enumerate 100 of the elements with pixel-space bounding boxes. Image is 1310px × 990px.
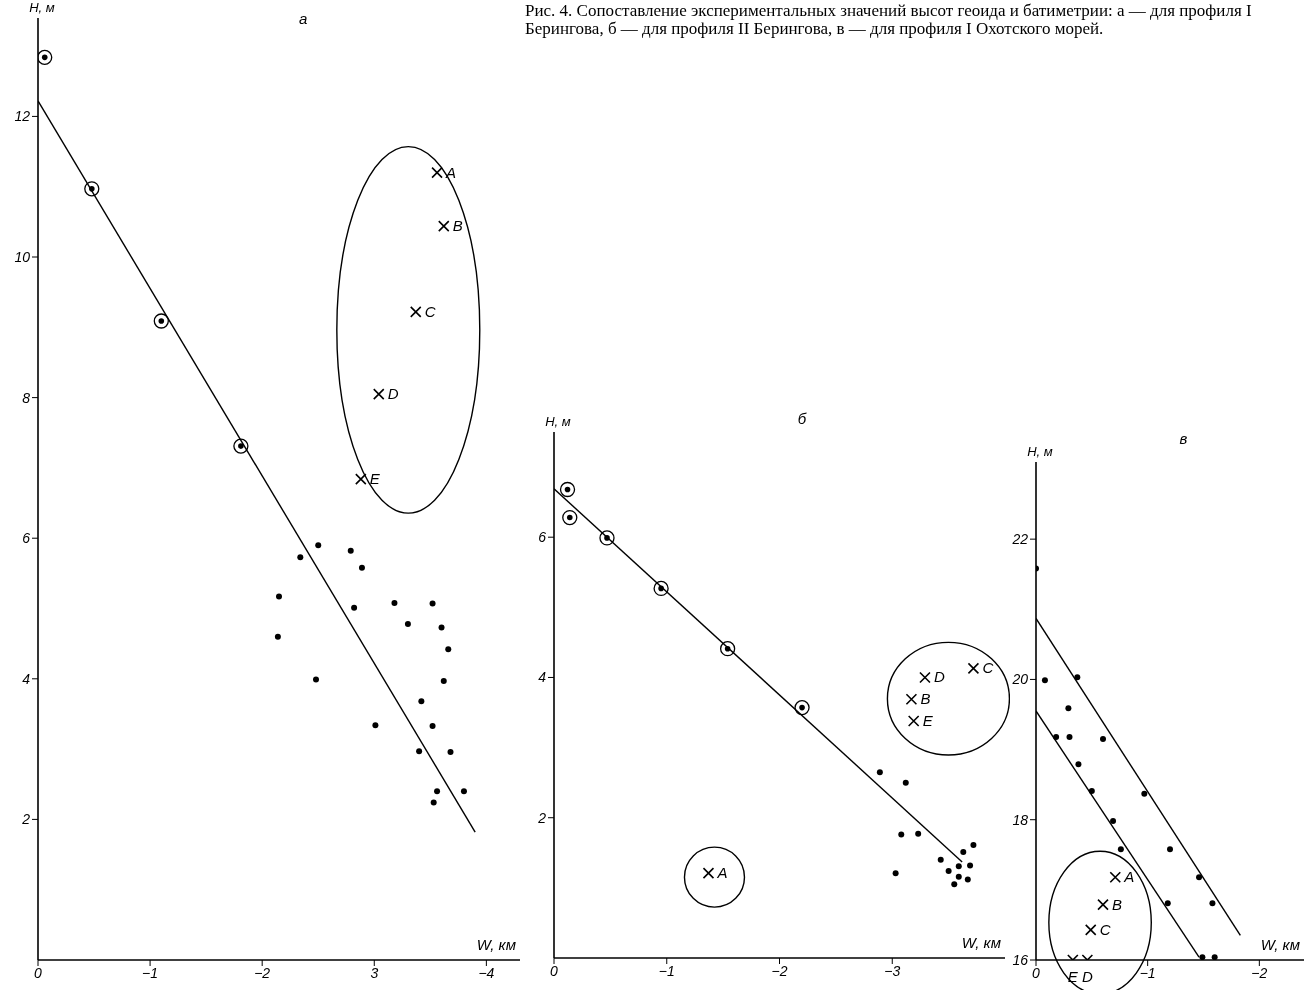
point — [437, 220, 450, 232]
point — [391, 599, 398, 606]
point — [902, 779, 909, 786]
y-tick-label: 22 — [1011, 531, 1029, 548]
point — [967, 662, 980, 675]
x-tick-label: −1 — [142, 964, 159, 981]
point — [418, 698, 425, 705]
point — [404, 620, 411, 627]
annotation: C — [424, 302, 436, 320]
point — [1211, 954, 1218, 960]
annotation: D — [933, 668, 945, 686]
point — [351, 604, 358, 611]
x-tick-label: 0 — [34, 964, 43, 981]
y-tick-label: 12 — [14, 108, 31, 125]
y-axis-title: H, м — [29, 0, 55, 15]
x-tick-label: −2 — [1251, 964, 1268, 981]
annotation: D — [1081, 968, 1093, 985]
point — [951, 881, 958, 888]
point — [1066, 733, 1073, 740]
annotation: A — [1123, 868, 1135, 886]
point — [1041, 677, 1048, 684]
point — [955, 873, 962, 880]
point — [1053, 733, 1060, 740]
annotation: E — [1067, 968, 1079, 985]
y-tick-label: 2 — [21, 811, 31, 828]
x-tick-label: −4 — [478, 964, 495, 981]
point — [434, 788, 441, 795]
y-axis-title: H, м — [545, 414, 571, 429]
point — [431, 166, 443, 179]
point — [84, 181, 100, 197]
y-tick-label: 20 — [1011, 671, 1029, 688]
point — [1199, 954, 1206, 960]
x-tick-label: 0 — [1032, 964, 1041, 981]
point — [1109, 871, 1122, 884]
point — [1097, 898, 1109, 911]
chart-title: а — [298, 10, 308, 27]
annotation: B — [452, 217, 463, 235]
point — [1075, 761, 1082, 768]
x-axis-title: W, км — [476, 936, 516, 953]
point — [429, 600, 436, 607]
y-tick-label: 4 — [22, 670, 31, 687]
point — [964, 876, 971, 883]
point — [438, 624, 445, 631]
point — [372, 388, 385, 400]
point — [372, 722, 379, 729]
point — [315, 542, 322, 549]
point — [355, 473, 367, 485]
point — [562, 509, 578, 526]
point — [955, 863, 962, 870]
point — [1065, 705, 1072, 712]
chart-title: в — [1179, 430, 1188, 447]
point — [233, 438, 249, 454]
point — [274, 633, 281, 640]
annotation: B — [920, 690, 931, 708]
chart-title: б — [797, 410, 807, 427]
point — [967, 862, 974, 869]
point — [1100, 736, 1106, 743]
y-axis-title: H, м — [1027, 444, 1053, 459]
point — [1196, 874, 1203, 881]
point — [1141, 790, 1148, 797]
point — [153, 313, 169, 329]
x-tick-label: −2 — [771, 962, 788, 979]
point — [599, 530, 615, 546]
point — [559, 481, 576, 498]
point — [409, 306, 422, 318]
point — [937, 856, 944, 863]
point — [1117, 846, 1124, 853]
x-tick-label: −1 — [1139, 964, 1156, 981]
point — [1167, 846, 1173, 853]
point — [653, 580, 669, 597]
annotation: B — [1112, 895, 1123, 913]
annotation: A — [716, 864, 728, 882]
y-tick-label: 4 — [538, 669, 547, 686]
x-tick-label: 0 — [550, 962, 559, 979]
x-tick-label: 3 — [370, 964, 379, 981]
point — [276, 593, 282, 600]
point — [38, 49, 53, 66]
y-tick-label: 6 — [22, 530, 31, 547]
point — [445, 646, 452, 653]
point — [460, 788, 467, 795]
point — [1209, 900, 1216, 907]
point — [794, 699, 810, 716]
point — [1084, 924, 1097, 936]
point — [970, 842, 977, 849]
annotation: E — [369, 470, 381, 488]
y-tick-label: 18 — [1012, 811, 1029, 828]
point — [429, 722, 436, 729]
point — [719, 641, 736, 657]
x-axis-title: W, км — [1260, 936, 1300, 953]
point — [416, 748, 423, 755]
point — [945, 868, 952, 875]
annotation: D — [387, 385, 399, 403]
y-tick-label: 10 — [14, 248, 31, 265]
point — [915, 830, 922, 837]
point — [907, 715, 920, 727]
annotation: A — [445, 163, 457, 181]
point — [440, 677, 447, 684]
point — [358, 564, 365, 571]
point — [898, 831, 905, 838]
point — [430, 799, 437, 806]
